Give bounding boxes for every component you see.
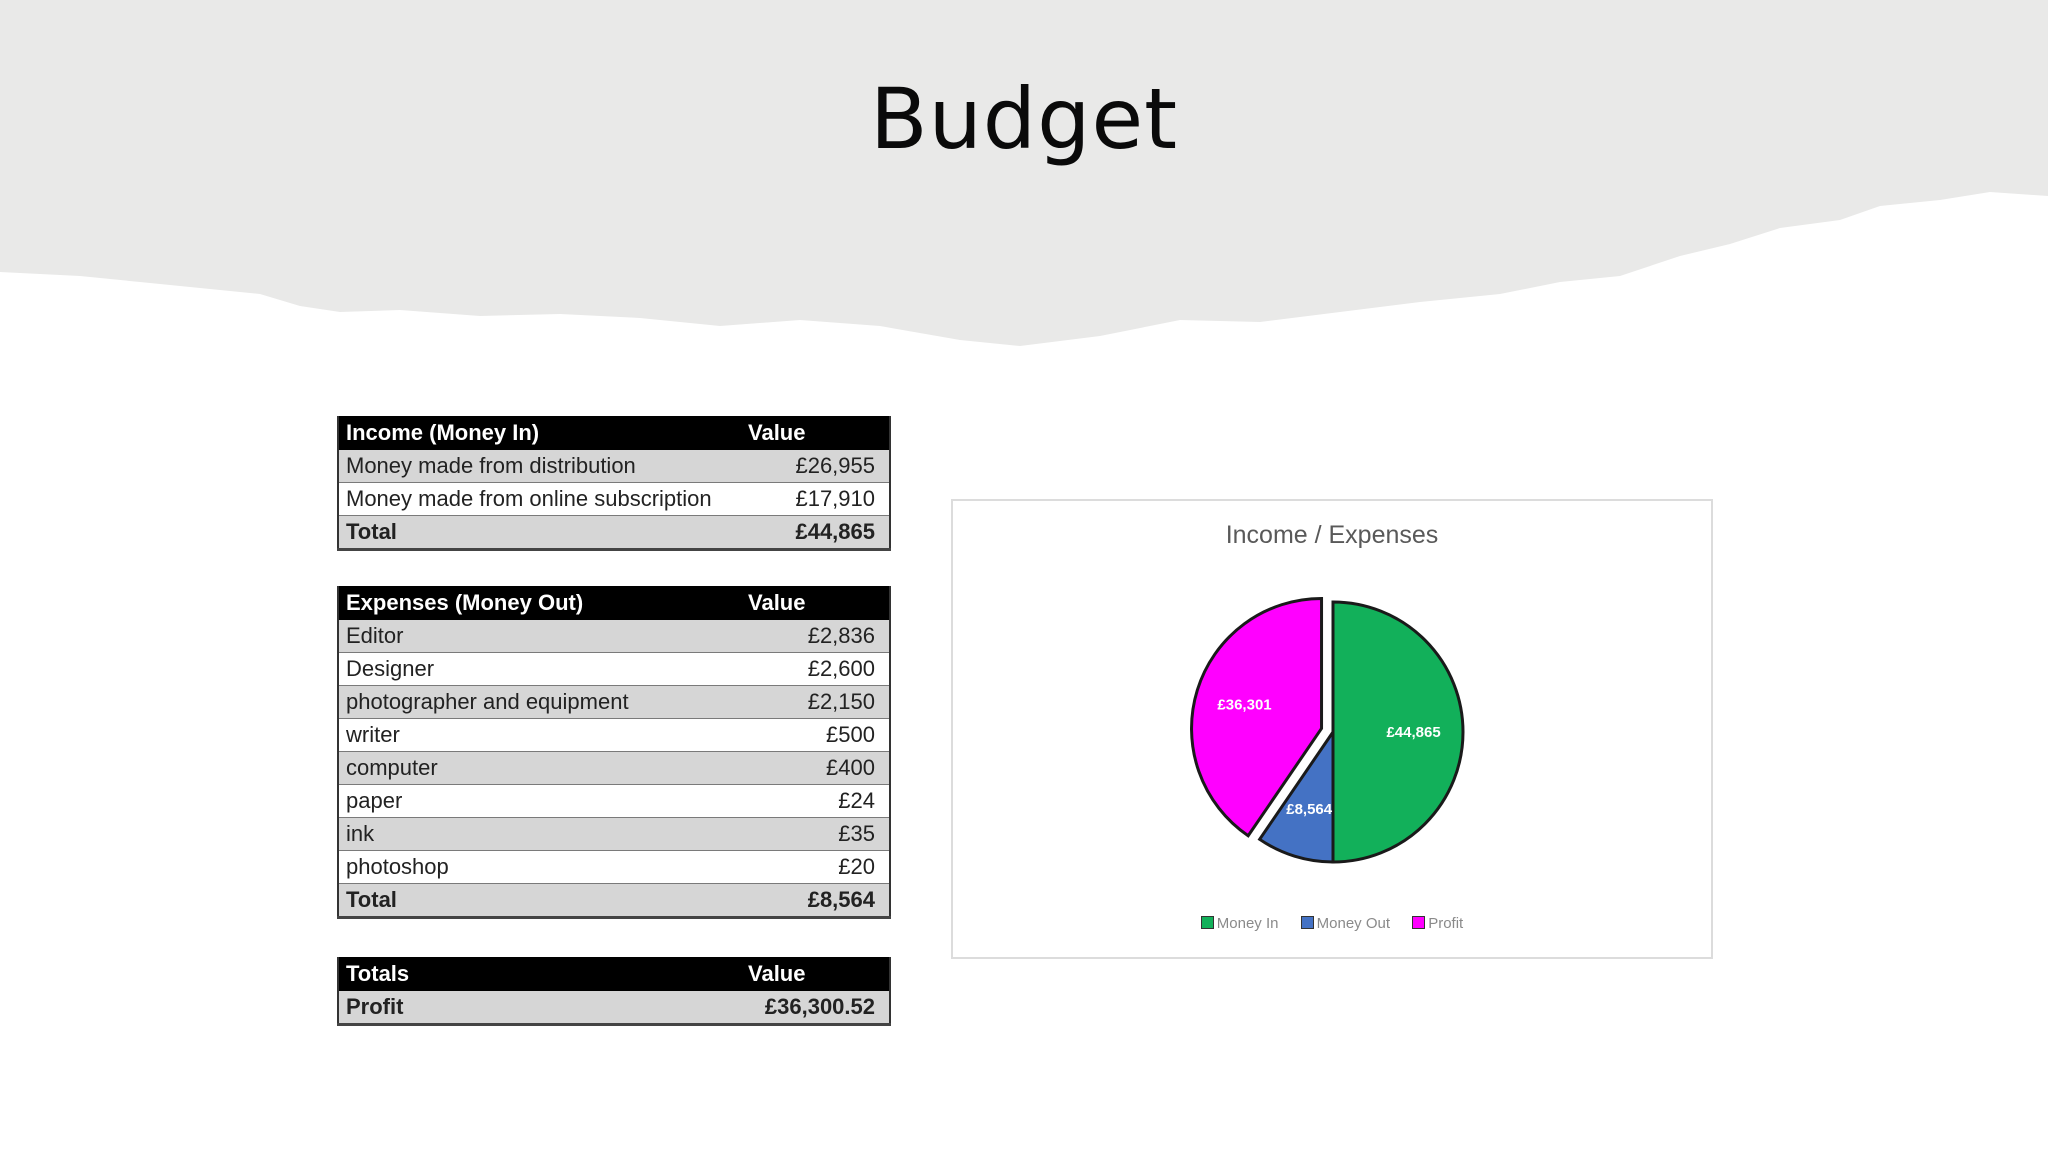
pie-chart: Income / Expenses £44,865 £8,564 £36,301 M… [951, 499, 1713, 959]
legend-label: Money In [1216, 915, 1279, 932]
table-row: Money made from distribution £26,955 [338, 450, 890, 483]
table-row: photoshop £20 [338, 850, 890, 884]
data-label-money-in: £44,865 [1386, 724, 1440, 741]
row-label: paper [338, 784, 748, 818]
legend-item: Money In [1200, 915, 1279, 932]
total-label: Total [338, 883, 748, 919]
row-value: £26,955 [748, 450, 890, 483]
row-value: £17,910 [748, 482, 890, 516]
table-row: writer £500 [338, 718, 890, 752]
pie-chart-plot: £44,865 £8,564 £36,301 [1190, 596, 1465, 864]
row-value: £24 [748, 784, 890, 818]
expenses-table-header: Expenses (Money Out) Value [338, 586, 890, 620]
chart-legend: Money In Money Out Profit [953, 915, 1711, 932]
table-row: computer £400 [338, 751, 890, 785]
table-row: Editor £2,836 [338, 620, 890, 653]
totals-table-header: Totals Value [338, 957, 890, 991]
profit-label: Profit [338, 991, 748, 1026]
total-label: Total [338, 515, 748, 551]
expenses-table: Expenses (Money Out) Value Editor £2,836… [337, 586, 891, 919]
row-label: ink [338, 817, 748, 851]
income-table-header: Income (Money In) Value [338, 416, 890, 450]
data-label-money-out: £8,564 [1286, 801, 1333, 818]
row-label: writer [338, 718, 748, 752]
row-label: Money made from distribution [338, 450, 748, 483]
torn-paper-header-band [0, 0, 2048, 346]
table-row: photographer and equipment £2,150 [338, 685, 890, 719]
income-header-label: Income (Money In) [338, 416, 748, 450]
row-value: £2,600 [748, 652, 890, 686]
legend-swatch [1412, 916, 1426, 929]
row-label: photographer and equipment [338, 685, 748, 719]
profit-value: £36,300.52 [748, 991, 890, 1026]
legend-item: Money Out [1300, 915, 1391, 932]
totals-header-value: Value [748, 957, 890, 991]
row-value: £20 [748, 850, 890, 884]
totals-header-label: Totals [338, 957, 748, 991]
data-label-profit: £36,301 [1217, 697, 1271, 714]
legend-label: Profit [1428, 915, 1464, 932]
table-row: Money made from online subscription £17,… [338, 482, 890, 516]
row-value: £500 [748, 718, 890, 752]
row-label: Editor [338, 620, 748, 653]
row-value: £2,836 [748, 620, 890, 653]
row-label: Money made from online subscription [338, 482, 748, 516]
row-label: computer [338, 751, 748, 785]
table-row: ink £35 [338, 817, 890, 851]
expenses-header-label: Expenses (Money Out) [338, 586, 748, 620]
slide-title: Budget [869, 70, 1179, 168]
income-header-value: Value [748, 416, 890, 450]
total-value: £44,865 [748, 515, 890, 551]
expenses-total-row: Total £8,564 [338, 883, 890, 919]
total-value: £8,564 [748, 883, 890, 919]
row-label: Designer [338, 652, 748, 686]
income-table: Income (Money In) Value Money made from … [337, 416, 891, 551]
table-row: Designer £2,600 [338, 652, 890, 686]
expenses-header-value: Value [748, 586, 890, 620]
row-label: photoshop [338, 850, 748, 884]
row-value: £400 [748, 751, 890, 785]
pie-slice-money-in [1331, 600, 1465, 864]
pie-slice-profit [1190, 596, 1324, 838]
income-total-row: Total £44,865 [338, 515, 890, 551]
legend-swatch [1200, 916, 1214, 929]
pie-slice-money-out [1257, 727, 1335, 864]
row-value: £35 [748, 817, 890, 851]
profit-row: Profit £36,300.52 [338, 991, 890, 1026]
row-value: £2,150 [748, 685, 890, 719]
totals-table: Totals Value Profit £36,300.52 [337, 957, 891, 1026]
legend-swatch [1300, 916, 1314, 929]
chart-title: Income / Expenses [1225, 521, 1439, 549]
legend-item: Profit [1412, 915, 1463, 932]
legend-label: Money Out [1316, 915, 1391, 932]
table-row: paper £24 [338, 784, 890, 818]
